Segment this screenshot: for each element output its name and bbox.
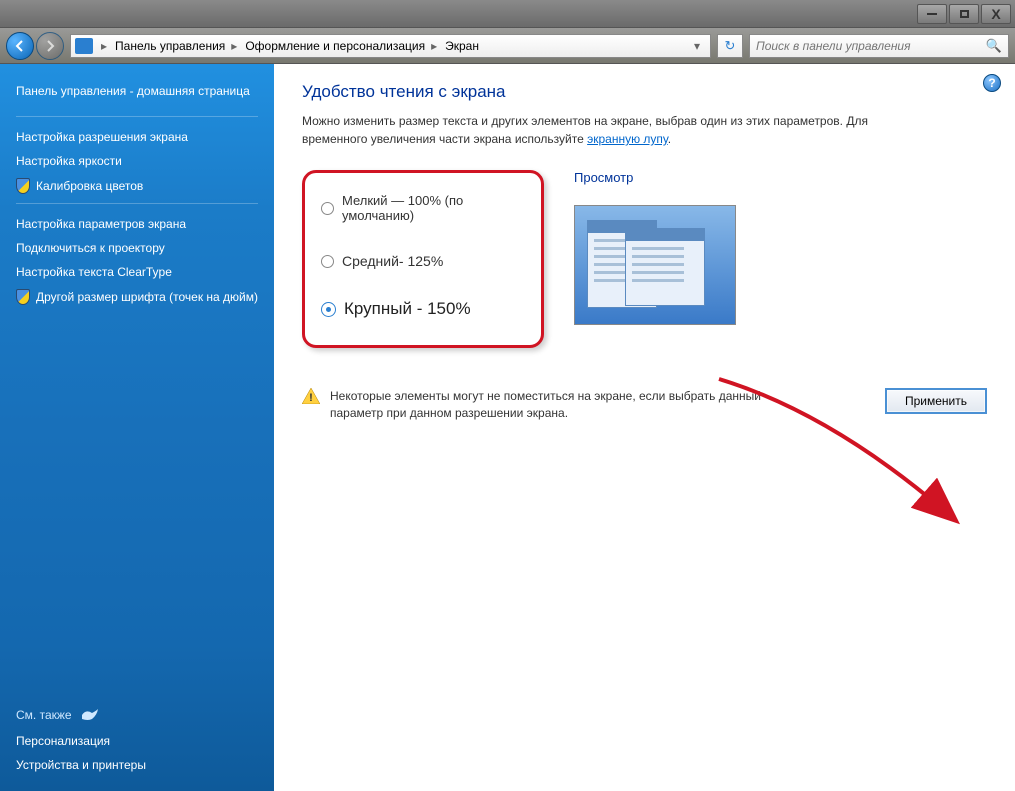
control-panel-icon: [75, 38, 93, 54]
breadcrumb-dropdown-icon[interactable]: ▾: [688, 39, 706, 53]
back-button[interactable]: [6, 32, 34, 60]
refresh-button[interactable]: ↻: [717, 34, 743, 58]
svg-text:!: !: [309, 392, 313, 404]
sidebar-item-screen-params[interactable]: Настройка параметров экрана: [16, 212, 258, 236]
see-also-personalization[interactable]: Персонализация: [16, 729, 258, 753]
breadcrumb[interactable]: ▸ Панель управления ▸ Оформление и персо…: [70, 34, 711, 58]
search-icon: 🔍: [986, 38, 1002, 54]
breadcrumb-sep: ▸: [229, 39, 239, 53]
page-description: Можно изменить размер текста и других эл…: [302, 112, 912, 148]
sidebar-item-resolution[interactable]: Настройка разрешения экрана: [16, 125, 258, 149]
radio-label: Мелкий — 100% (по умолчанию): [342, 193, 525, 223]
sidebar-item-custom-dpi[interactable]: Другой размер шрифта (точек на дюйм): [16, 284, 258, 310]
sidebar-home-link[interactable]: Панель управления - домашняя страница: [16, 78, 258, 104]
titlebar: X: [0, 0, 1015, 28]
window: X ▸ Панель управления ▸ Оформление и пер…: [0, 0, 1015, 791]
breadcrumb-sep: ▸: [99, 39, 109, 53]
search-box[interactable]: 🔍: [749, 34, 1009, 58]
warning-row: ! Некоторые элементы могут не поместитьс…: [302, 388, 987, 422]
navbar: ▸ Панель управления ▸ Оформление и персо…: [0, 28, 1015, 64]
sidebar-item-label: Другой размер шрифта (точек на дюйм): [36, 290, 258, 304]
preview-section: Просмотр: [574, 170, 736, 348]
sidebar: Панель управления - домашняя страница На…: [0, 64, 274, 791]
breadcrumb-root[interactable]: Панель управления: [109, 39, 229, 53]
see-also-section: См. также Персонализация Устройства и пр…: [16, 687, 258, 777]
page-title: Удобство чтения с экрана: [302, 82, 987, 102]
radio-icon: [321, 302, 336, 317]
shield-icon: [16, 178, 30, 194]
radio-icon: [321, 202, 334, 215]
maximize-button[interactable]: [949, 4, 979, 24]
minimize-button[interactable]: [917, 4, 947, 24]
breadcrumb-level3[interactable]: Экран: [439, 39, 483, 53]
radio-label: Крупный - 150%: [344, 299, 471, 319]
search-input[interactable]: [756, 39, 986, 53]
close-button[interactable]: X: [981, 4, 1011, 24]
scale-options-group: Мелкий — 100% (по умолчанию) Средний- 12…: [302, 170, 544, 348]
sidebar-item-label: Калибровка цветов: [36, 179, 143, 193]
warning-text: Некоторые элементы могут не поместиться …: [330, 388, 800, 422]
preview-image: [574, 205, 736, 325]
radio-large[interactable]: Крупный - 150%: [321, 299, 525, 319]
radio-small[interactable]: Мелкий — 100% (по умолчанию): [321, 193, 525, 223]
breadcrumb-sep: ▸: [429, 39, 439, 53]
radio-medium[interactable]: Средний- 125%: [321, 253, 525, 269]
breadcrumb-level2[interactable]: Оформление и персонализация: [239, 39, 429, 53]
warning-icon: !: [302, 388, 320, 404]
sidebar-item-color-calibration[interactable]: Калибровка цветов: [16, 173, 258, 199]
apply-button[interactable]: Применить: [885, 388, 987, 414]
window-controls: X: [917, 4, 1011, 24]
preview-label: Просмотр: [574, 170, 736, 185]
help-icon[interactable]: ?: [983, 74, 1001, 92]
bird-icon: [80, 707, 100, 723]
sidebar-item-cleartype[interactable]: Настройка текста ClearType: [16, 260, 258, 284]
radio-icon: [321, 255, 334, 268]
content-area: ? Удобство чтения с экрана Можно изменит…: [274, 64, 1015, 791]
desc-post: .: [668, 132, 671, 146]
desc-text: Можно изменить размер текста и других эл…: [302, 114, 868, 146]
see-also-label: См. также: [16, 708, 72, 722]
magnifier-link[interactable]: экранную лупу: [587, 132, 668, 146]
sidebar-divider: [16, 203, 258, 204]
sidebar-divider: [16, 116, 258, 117]
see-also-header: См. также: [16, 707, 258, 723]
forward-button[interactable]: [36, 32, 64, 60]
radio-label: Средний- 125%: [342, 253, 443, 269]
shield-icon: [16, 289, 30, 305]
sidebar-item-brightness[interactable]: Настройка яркости: [16, 149, 258, 173]
sidebar-item-projector[interactable]: Подключиться к проектору: [16, 236, 258, 260]
see-also-devices-printers[interactable]: Устройства и принтеры: [16, 753, 258, 777]
